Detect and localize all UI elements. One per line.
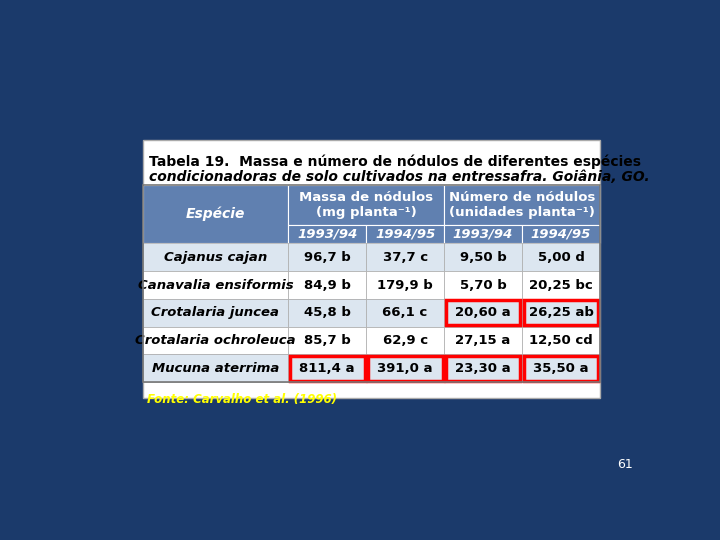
Text: 45,8 b: 45,8 b (304, 306, 351, 319)
Bar (143, 185, 600, 382)
Bar (143, 271, 288, 299)
Bar (366, 327, 444, 354)
Text: 20,60 a: 20,60 a (455, 306, 511, 319)
Bar (288, 244, 366, 271)
Bar (143, 354, 288, 382)
Bar (446, 300, 521, 325)
Text: Cajanus cajan: Cajanus cajan (164, 251, 267, 264)
Bar (444, 354, 522, 382)
Bar (444, 327, 522, 354)
Text: 1993/94: 1993/94 (297, 228, 357, 241)
Text: Massa de nódulos
(mg planta⁻¹): Massa de nódulos (mg planta⁻¹) (299, 191, 433, 219)
Bar (143, 140, 600, 398)
Bar (366, 354, 444, 382)
Bar (444, 271, 522, 299)
Text: 96,7 b: 96,7 b (304, 251, 351, 264)
Text: 179,9 b: 179,9 b (377, 279, 433, 292)
Bar (444, 225, 522, 244)
Bar (444, 185, 600, 225)
Bar (143, 299, 288, 327)
Text: 26,25 ab: 26,25 ab (528, 306, 593, 319)
Bar (289, 356, 364, 381)
Bar (368, 356, 443, 381)
Text: Fonte: Carvalho et al. (1996): Fonte: Carvalho et al. (1996) (147, 393, 336, 406)
Text: 9,50 b: 9,50 b (459, 251, 506, 264)
Text: Número de nódulos
(unidades planta⁻¹): Número de nódulos (unidades planta⁻¹) (449, 191, 595, 219)
Text: 5,00 d: 5,00 d (538, 251, 585, 264)
Bar (522, 244, 600, 271)
Bar (522, 354, 600, 382)
Bar (288, 271, 366, 299)
Text: 84,9 b: 84,9 b (304, 279, 351, 292)
Bar (366, 244, 444, 271)
Text: Crotalaria juncea: Crotalaria juncea (151, 306, 279, 319)
Text: 37,7 c: 37,7 c (382, 251, 428, 264)
Bar (366, 225, 444, 244)
Bar (444, 299, 522, 327)
Text: Crotalaria ochroleuca: Crotalaria ochroleuca (135, 334, 296, 347)
Bar (288, 225, 366, 244)
Text: 62,9 c: 62,9 c (382, 334, 428, 347)
Bar (522, 299, 600, 327)
Text: Tabela 19.  Massa e número de nódulos de diferentes espécies: Tabela 19. Massa e número de nódulos de … (149, 154, 641, 168)
Text: 66,1 c: 66,1 c (382, 306, 428, 319)
Text: Mucuna aterrima: Mucuna aterrima (152, 362, 279, 375)
Bar (288, 327, 366, 354)
Text: 85,7 b: 85,7 b (304, 334, 351, 347)
Text: 5,70 b: 5,70 b (459, 279, 506, 292)
Bar (523, 356, 598, 381)
Text: 23,30 a: 23,30 a (455, 362, 511, 375)
Bar (143, 185, 288, 244)
Bar (522, 327, 600, 354)
Bar (366, 271, 444, 299)
Text: 12,50 cd: 12,50 cd (529, 334, 593, 347)
Bar (288, 299, 366, 327)
Bar (143, 244, 288, 271)
Bar (522, 225, 600, 244)
Bar (366, 299, 444, 327)
Bar (143, 327, 288, 354)
Text: 61: 61 (617, 458, 632, 471)
Bar (523, 300, 598, 325)
Text: 1994/95: 1994/95 (375, 228, 436, 241)
Text: 811,4 a: 811,4 a (300, 362, 355, 375)
Text: 1994/95: 1994/95 (531, 228, 591, 241)
Text: 20,25 bc: 20,25 bc (529, 279, 593, 292)
Text: Espécie: Espécie (186, 207, 245, 221)
Bar (288, 185, 444, 225)
Text: Canavalia ensiformis: Canavalia ensiformis (138, 279, 293, 292)
Bar (288, 354, 366, 382)
Text: 391,0 a: 391,0 a (377, 362, 433, 375)
Bar (522, 271, 600, 299)
Bar (444, 244, 522, 271)
Text: 1993/94: 1993/94 (453, 228, 513, 241)
Bar (446, 356, 521, 381)
Text: 27,15 a: 27,15 a (456, 334, 510, 347)
Text: 35,50 a: 35,50 a (534, 362, 589, 375)
Text: condicionadoras de solo cultivados na entressafra. Goiânia, GO.: condicionadoras de solo cultivados na en… (149, 170, 649, 184)
